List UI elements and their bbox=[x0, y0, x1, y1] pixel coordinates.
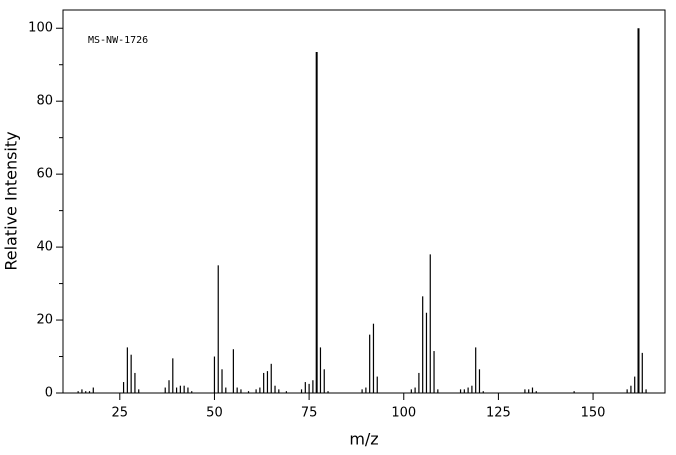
y-tick-label: 60 bbox=[36, 167, 53, 182]
y-axis-label: Relative Intensity bbox=[2, 131, 21, 270]
x-tick-label: 25 bbox=[112, 406, 129, 421]
y-tick-label: 80 bbox=[36, 94, 53, 109]
y-tick-label: 20 bbox=[36, 313, 53, 328]
y-tick-label: 0 bbox=[45, 386, 53, 401]
x-tick-label: 75 bbox=[301, 406, 318, 421]
annotation: MS-NW-1726 bbox=[88, 35, 148, 46]
x-tick-label: 150 bbox=[581, 406, 606, 421]
x-tick-label: 100 bbox=[391, 406, 416, 421]
plot-frame bbox=[62, 9, 666, 394]
x-tick-label: 50 bbox=[206, 406, 223, 421]
x-axis-label: m/z bbox=[349, 430, 378, 449]
x-tick-label: 125 bbox=[486, 406, 511, 421]
y-tick-label: 100 bbox=[28, 21, 53, 36]
y-tick-label: 40 bbox=[36, 240, 53, 255]
